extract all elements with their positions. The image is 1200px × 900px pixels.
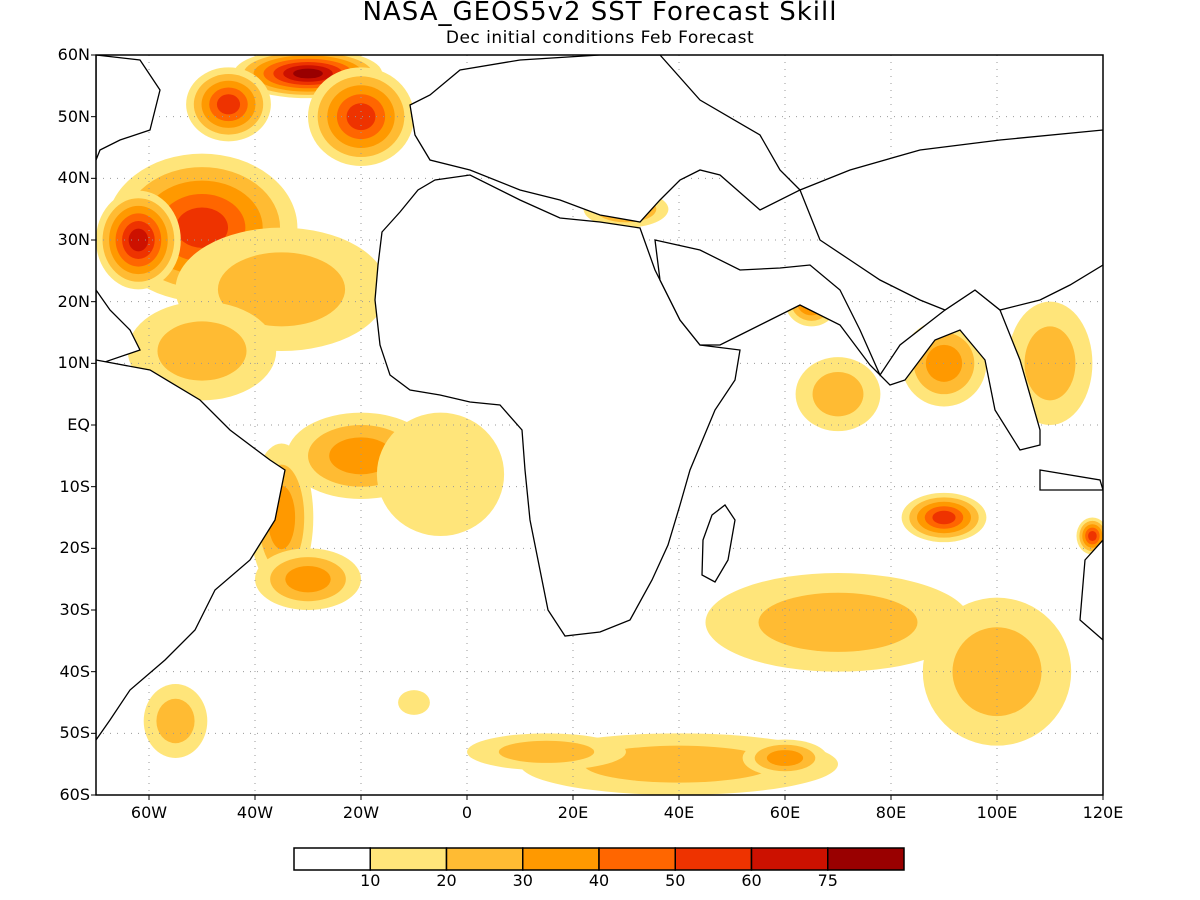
map-frame: [91, 54, 1104, 800]
colorbar-swatch: [750, 847, 829, 871]
lat-tick-label: EQ: [67, 415, 90, 434]
lat-tick-label: 10S: [59, 476, 90, 496]
colorbar-label: 50: [665, 871, 686, 890]
colorbar-label: 40: [588, 871, 610, 890]
colorbar-label: 30: [512, 871, 533, 890]
map-title: NASA_GEOS5v2 SST Forecast Skill: [362, 0, 838, 27]
arabia-coast: [654, 239, 1041, 451]
skill-region-14-level-2: [812, 371, 864, 417]
central-america-coast: [96, 288, 141, 366]
skill-region-18-level-3: [766, 750, 804, 766]
lon-tick-label: 60E: [769, 803, 801, 822]
indonesia-coast: [1039, 469, 1103, 491]
lat-tick-label: 40S: [59, 661, 90, 681]
africa-coast: [374, 174, 741, 637]
colorbar-swatch: [598, 847, 676, 871]
skill-region-6-level-2: [157, 321, 247, 381]
skill-region-10-level-1: [376, 412, 505, 536]
lat-tick-label: 40N: [57, 168, 90, 188]
colorbar-swatch: [522, 847, 600, 871]
colorbar-label: 20: [436, 871, 457, 890]
colorbar: [293, 847, 905, 871]
lon-tick-label: 20E: [557, 803, 589, 822]
skill-region-20-level-2: [1024, 326, 1076, 401]
lat-tick-label: 60S: [59, 785, 90, 804]
colorbar-swatch: [293, 847, 371, 871]
asia-north-coast: [799, 129, 1103, 311]
europe-coast: [409, 55, 802, 223]
lat-tick-label: 50N: [57, 106, 90, 126]
skill-region-3-level-5: [346, 103, 376, 131]
coastlines: [96, 55, 1103, 742]
lat-tick-label: 30S: [59, 600, 90, 619]
colorbar-swatch: [674, 847, 753, 871]
colorbar-label: 10: [360, 871, 381, 890]
colorbar-label: 75: [817, 871, 838, 890]
lon-tick-label: 40W: [236, 803, 274, 822]
lon-tick-label: 100E: [976, 803, 1018, 822]
skill-region-17-level-2: [583, 745, 775, 783]
colorbar-swatch: [827, 847, 905, 871]
lon-tick-label: 60W: [130, 803, 168, 822]
lat-tick-label: 20N: [57, 291, 90, 311]
skill-region-9-level-3: [285, 565, 331, 593]
skill-region-4-level-5: [216, 94, 241, 115]
lon-tick-label: 0: [461, 803, 473, 822]
north-america-coast: [96, 55, 161, 161]
lat-tick-label: 60N: [57, 45, 90, 64]
lon-tick-label: 80E: [875, 803, 907, 822]
colorbar-label: 60: [741, 871, 762, 890]
south-america-coast: [96, 359, 286, 742]
lat-tick-label: 20S: [59, 538, 90, 558]
skill-region-0-level-5: [175, 207, 229, 248]
skill-region-5-level-2: [217, 252, 346, 327]
skill-region-7-level-3: [329, 437, 393, 475]
colorbar-swatch: [445, 847, 524, 871]
skill-region-2-level-7: [293, 68, 323, 79]
skill-region-23-level-2: [156, 698, 195, 744]
skill-region-12-level-5: [932, 510, 956, 525]
lat-tick-label: 50S: [59, 723, 90, 743]
lat-tick-label: 10N: [57, 353, 90, 373]
skill-region-24-level-5: [1088, 530, 1097, 542]
skill-region-22-level-1: [398, 690, 430, 715]
lon-tick-label: 40E: [663, 803, 695, 822]
lat-tick-label: 30N: [57, 230, 90, 249]
skill-region-15-level-2: [758, 592, 918, 652]
lon-tick-label: 120E: [1082, 803, 1124, 822]
skill-region-19-level-2: [498, 740, 595, 763]
lon-tick-label: 20W: [342, 803, 380, 822]
australia-coast: [1079, 539, 1103, 641]
madagascar-coast: [701, 504, 736, 583]
colorbar-swatch: [369, 847, 448, 871]
map-subtitle: Dec initial conditions Feb Forecast: [445, 28, 755, 48]
